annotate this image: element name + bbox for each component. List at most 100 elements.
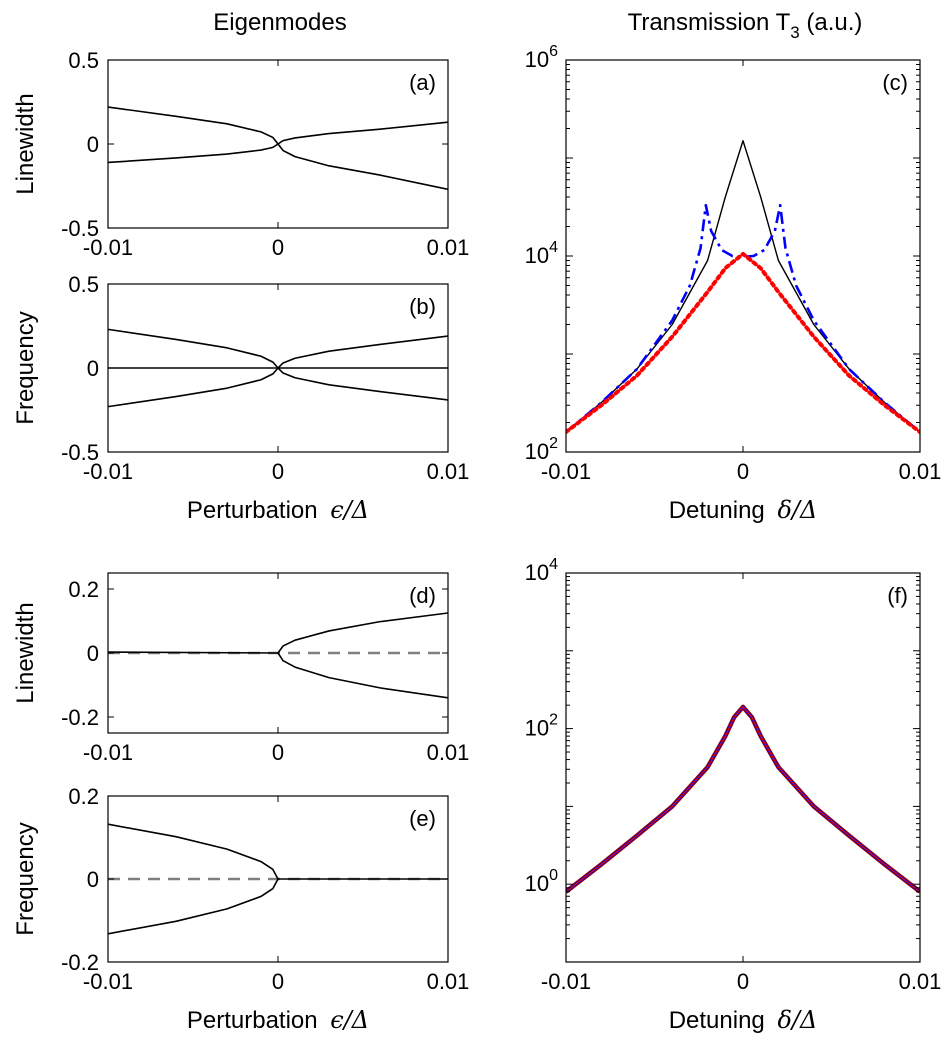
xtick-label-c-2: 0.01 <box>899 459 942 484</box>
xtick-label-d-1: 0 <box>272 740 284 765</box>
xtick-label-b-1: 0 <box>272 459 284 484</box>
ytick-label-b-1: 0 <box>87 356 99 381</box>
ytick-base: 10 <box>525 716 549 741</box>
series-d-2 <box>108 651 279 654</box>
ytick-label-f-0: 100 <box>525 867 558 896</box>
series-b-4 <box>277 335 448 369</box>
xtick-label-c-1: 0 <box>737 459 749 484</box>
series-b-3 <box>108 367 279 408</box>
column-title-eigenmodes: Eigenmodes <box>213 9 346 36</box>
series-e-4 <box>108 878 279 935</box>
ytick-exponent: 4 <box>549 239 558 256</box>
ytick-label-d-0: -0.2 <box>61 705 99 730</box>
ytick-label-a-1: 0 <box>87 132 99 157</box>
xtick-label-f-2: 0.01 <box>899 969 942 994</box>
panel-d: -0.01 0 0.01 -0.2 0 0.2 (d) Linewidth <box>12 572 470 765</box>
ytick-label-d-2: 0.2 <box>68 577 99 602</box>
xtick-label-d-2: 0.01 <box>427 740 470 765</box>
ytick-label-d-1: 0 <box>87 641 99 666</box>
xlabel-text: Perturbation <box>187 1007 324 1034</box>
ytick-base: 10 <box>525 243 549 268</box>
series-group-f <box>566 704 920 894</box>
ytick-label-c-0: 102 <box>525 435 558 464</box>
xlabel-e: Perturbation ϵ/Δ <box>187 1006 369 1034</box>
series-e-3 <box>108 823 279 880</box>
xtick-label-b-2: 0.01 <box>427 459 470 484</box>
series-a-4 <box>277 143 448 191</box>
series-b-5 <box>277 367 448 401</box>
ytick-exponent: 6 <box>549 43 558 60</box>
panel-label-a: (a) <box>409 70 436 95</box>
series-f-2 <box>566 705 920 893</box>
frame-f <box>565 572 921 963</box>
ytick-label-a-2: 0.5 <box>68 48 99 73</box>
panel-label-c: (c) <box>882 70 908 95</box>
ytick-base: 10 <box>525 560 549 585</box>
ytick-base: 10 <box>525 439 549 464</box>
xlabel-math: ϵ/Δ <box>330 1006 369 1034</box>
xtick-label-e-0: -0.01 <box>83 969 133 994</box>
panel-label-d: (d) <box>409 583 436 608</box>
ytick-label-e-1: 0 <box>87 867 99 892</box>
xlabel-text: Detuning <box>669 1007 772 1034</box>
xtick-label-e-2: 0.01 <box>427 969 470 994</box>
ylabel-a: Linewidth <box>12 93 39 194</box>
ytick-label-b-0: -0.5 <box>61 440 99 465</box>
ytick-base: 10 <box>525 871 549 896</box>
xlabel-text: Perturbation <box>187 497 324 524</box>
series-d-3 <box>277 612 448 654</box>
xlabel-f: Detuning δ/Δ <box>669 1006 818 1034</box>
series-a-2 <box>108 143 279 164</box>
series-a-1 <box>108 106 279 145</box>
ylabel-e: Frequency <box>12 822 39 935</box>
series-group-a <box>108 106 448 191</box>
series-group-c <box>566 140 920 434</box>
transmission-subscript: 3 <box>790 23 799 42</box>
ylabel-d: Linewidth <box>12 602 39 703</box>
ytick-exponent: 0 <box>549 867 558 884</box>
panels: -0.01 0 0.01 -0.5 0 0.5 (a) Linewidth -0.01 0 0.01… <box>12 43 941 1034</box>
panel-label-b: (b) <box>409 294 436 319</box>
ytick-label-f-2: 104 <box>525 556 558 585</box>
column-title-transmission: Transmission T3 (a.u.) <box>628 9 863 42</box>
ytick-label-c-2: 106 <box>525 43 558 72</box>
ytick-base: 10 <box>525 47 549 72</box>
panel-label-e: (e) <box>409 806 436 831</box>
series-group-e <box>108 823 448 935</box>
xtick-label-c-0: -0.01 <box>541 459 591 484</box>
ytick-exponent: 2 <box>549 435 558 452</box>
series-d-4 <box>277 652 448 699</box>
xtick-label-f-1: 0 <box>737 969 749 994</box>
ytick-exponent: 2 <box>549 712 558 729</box>
series-c-3 <box>566 251 920 434</box>
xtick-label-a-2: 0.01 <box>427 235 470 260</box>
series-group-d <box>108 612 448 699</box>
panel-a: -0.01 0 0.01 -0.5 0 0.5 (a) Linewidth <box>12 48 469 260</box>
xtick-label-b-0: -0.01 <box>83 459 133 484</box>
panel-b: -0.01 0 0.01 -0.5 0 0.5 (b) Frequency Perturbati… <box>12 272 469 524</box>
xlabel-c: Detuning δ/Δ <box>669 496 818 524</box>
ylabel-b: Frequency <box>12 311 39 424</box>
xlabel-math: ϵ/Δ <box>330 496 369 524</box>
xtick-label-e-1: 0 <box>272 969 284 994</box>
ytick-label-a-0: -0.5 <box>61 216 99 241</box>
ytick-exponent: 4 <box>549 556 558 573</box>
xtick-label-f-0: -0.01 <box>541 969 591 994</box>
xlabel-b: Perturbation ϵ/Δ <box>187 496 369 524</box>
ytick-label-f-1: 102 <box>525 712 558 741</box>
ytick-label-e-2: 0.2 <box>68 784 99 809</box>
series-f-1 <box>566 704 920 894</box>
ytick-label-b-2: 0.5 <box>68 272 99 297</box>
ytick-label-c-1: 104 <box>525 239 558 268</box>
series-c-2 <box>566 203 920 433</box>
xtick-label-d-0: -0.01 <box>83 740 133 765</box>
series-group-b <box>108 328 448 408</box>
panel-e: -0.01 0 0.01 -0.2 0 0.2 (e) Frequency Perturbati… <box>12 784 469 1034</box>
xlabel-math: δ/Δ <box>777 496 817 524</box>
xlabel-math: δ/Δ <box>777 1006 817 1034</box>
series-a-3 <box>277 121 448 145</box>
ytick-label-e-0: -0.2 <box>61 950 99 975</box>
